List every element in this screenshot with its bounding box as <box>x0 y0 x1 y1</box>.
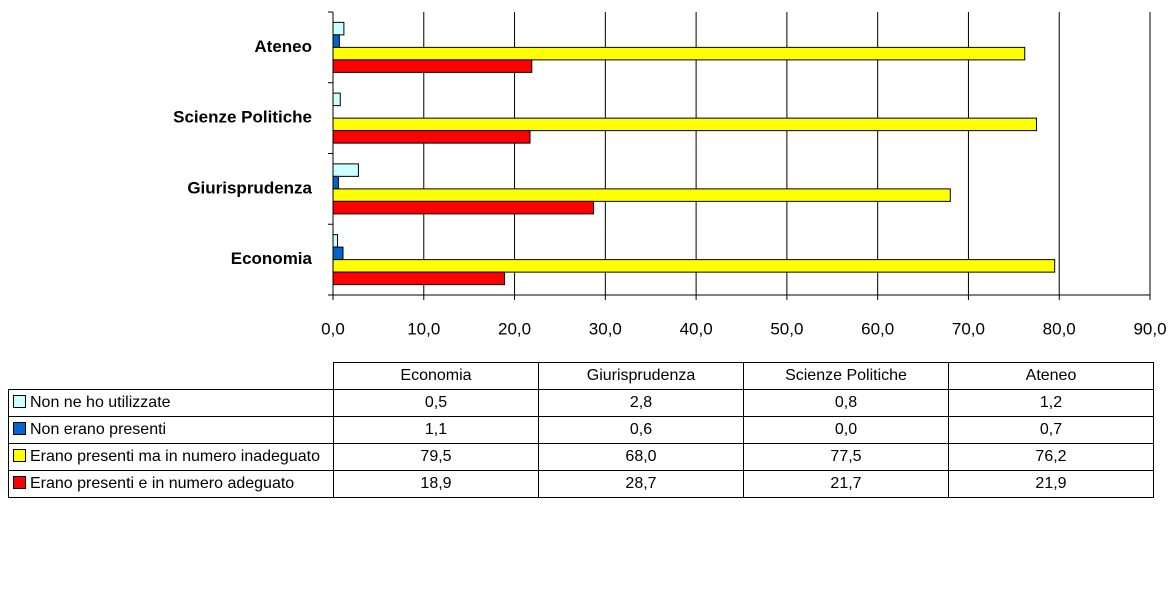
bar <box>332 117 1038 132</box>
bar <box>332 200 595 215</box>
table-value: 79,5 <box>333 443 539 471</box>
bar <box>332 163 359 177</box>
table-value: 28,7 <box>538 470 744 498</box>
legend-swatch <box>13 422 26 435</box>
table-row: Non ne ho utilizzate 0,5 2,8 0,8 1,2 <box>8 389 1154 417</box>
bar <box>332 246 344 261</box>
table-value: 2,8 <box>538 389 744 417</box>
category-label: Economia <box>231 249 313 268</box>
column-header: Ateneo <box>948 362 1154 390</box>
bar <box>332 46 1026 61</box>
legend-swatch <box>13 449 26 462</box>
legend-label: Non ne ho utilizzate <box>30 394 171 411</box>
x-tick-label: 60,0 <box>861 319 894 338</box>
x-tick-label: 10,0 <box>407 319 440 338</box>
bar <box>332 259 1056 273</box>
table-corner <box>8 362 334 390</box>
legend-swatch <box>13 476 26 489</box>
table-value: 77,5 <box>743 443 949 471</box>
column-header: Economia <box>333 362 539 390</box>
x-tick-label: 80,0 <box>1043 319 1076 338</box>
bar <box>332 175 339 190</box>
bar <box>332 21 345 36</box>
x-tick-label: 90,0 <box>1133 319 1166 338</box>
category-label: Scienze Politiche <box>173 108 312 127</box>
table-value: 0,6 <box>538 416 744 444</box>
bar <box>332 234 339 248</box>
bar <box>332 188 951 202</box>
legend-label: Erano presenti e in numero adeguato <box>30 475 295 492</box>
table-value: 76,2 <box>948 443 1154 471</box>
table-row: Non erano presenti 1,1 0,6 0,0 0,7 <box>8 416 1154 444</box>
category-label: Giurisprudenza <box>187 178 312 197</box>
x-tick-label: 0,0 <box>321 319 345 338</box>
legend-label: Non erano presenti <box>30 421 167 438</box>
table-value: 0,8 <box>743 389 949 417</box>
legend-cell: Non erano presenti <box>8 416 334 444</box>
bar <box>332 130 531 144</box>
bar <box>332 59 533 73</box>
table-value: 21,7 <box>743 470 949 498</box>
table-value: 21,9 <box>948 470 1154 498</box>
x-tick-label: 40,0 <box>680 319 713 338</box>
legend-cell: Erano presenti ma in numero inadeguato <box>8 443 334 471</box>
column-header: Giurisprudenza <box>538 362 744 390</box>
x-tick-label: 30,0 <box>589 319 622 338</box>
table-row: Erano presenti e in numero adeguato 18,9 2… <box>8 470 1154 498</box>
table-value: 18,9 <box>333 470 539 498</box>
bar <box>332 271 506 286</box>
table-value: 0,5 <box>333 389 539 417</box>
table-value: 1,1 <box>333 416 539 444</box>
table-header-row: Economia Giurisprudenza Scienze Politiche A… <box>8 362 1154 390</box>
column-header: Scienze Politiche <box>743 362 949 390</box>
table-row: Erano presenti ma in numero inadeguato 79… <box>8 443 1154 471</box>
data-table: Economia Giurisprudenza Scienze Politiche A… <box>8 362 1154 498</box>
legend-cell: Erano presenti e in numero adeguato <box>8 470 334 498</box>
bar <box>332 34 340 48</box>
legend-swatch <box>13 395 26 408</box>
x-tick-label: 20,0 <box>498 319 531 338</box>
table-value: 0,7 <box>948 416 1154 444</box>
x-tick-label: 70,0 <box>952 319 985 338</box>
table-value: 0,0 <box>743 416 949 444</box>
legend-cell: Non ne ho utilizzate <box>8 389 334 417</box>
category-label: Ateneo <box>254 37 312 56</box>
x-tick-label: 50,0 <box>770 319 803 338</box>
bar <box>332 92 341 107</box>
table-value: 68,0 <box>538 443 744 471</box>
legend-label: Erano presenti ma in numero inadeguato <box>30 448 320 465</box>
table-value: 1,2 <box>948 389 1154 417</box>
chart: 0,0 10,0 20,0 30,0 40,0 50,0 60,0 70,0 80,0 90,0 E… <box>173 11 1167 338</box>
